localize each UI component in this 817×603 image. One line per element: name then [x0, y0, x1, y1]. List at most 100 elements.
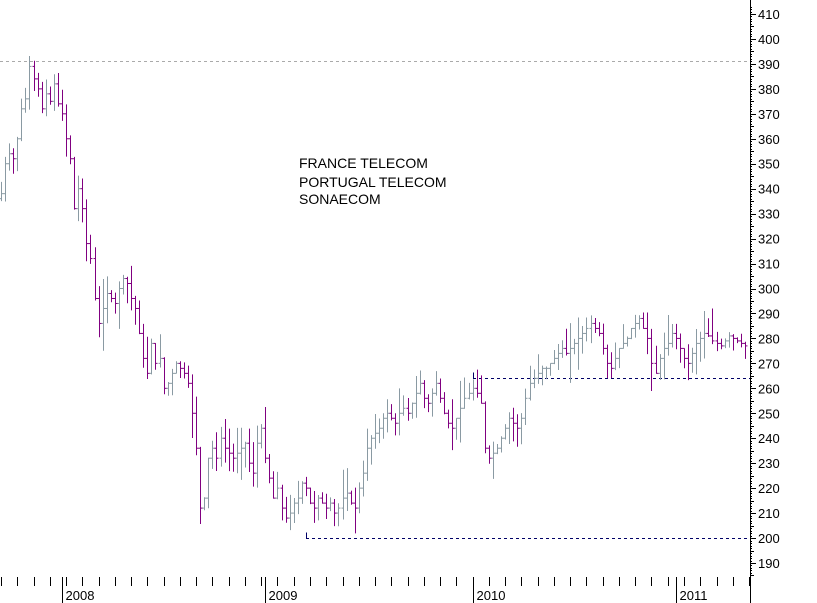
- y-tick-label: 380: [758, 82, 780, 97]
- price-bar: [422, 380, 427, 409]
- y-tick-label: 370: [758, 107, 780, 122]
- price-bar: [458, 380, 463, 443]
- price-bar: [471, 379, 476, 401]
- y-tick-label: 410: [758, 7, 780, 22]
- price-bar: [198, 446, 203, 525]
- price-bar: [731, 334, 736, 351]
- price-bar: [674, 323, 679, 350]
- x-axis: 2008 2009 2010 2011: [1, 577, 750, 603]
- y-axis: 190 200 210 220 230 240 250 260 270 280 290 300 310 3…: [750, 0, 780, 603]
- price-bar: [166, 381, 171, 396]
- price-bar: [48, 86, 53, 105]
- price-bar: [446, 409, 451, 429]
- x-year-label: 2011: [680, 588, 708, 603]
- price-bar: [544, 366, 549, 380]
- price-bar: [97, 286, 102, 338]
- price-bar: [101, 279, 106, 351]
- price-bar: [564, 328, 569, 356]
- price-bar: [568, 323, 573, 383]
- price-bar: [178, 361, 183, 379]
- price-bar: [194, 396, 199, 456]
- y-tick-label: 230: [758, 456, 780, 471]
- price-bar: [442, 392, 447, 415]
- price-bar: [450, 399, 455, 451]
- price-bar: [223, 419, 228, 463]
- price-bar: [637, 315, 642, 330]
- price-bar: [609, 352, 614, 379]
- price-bar: [158, 334, 163, 368]
- price-bar: [153, 342, 158, 370]
- price-bar: [80, 178, 85, 223]
- price-bar: [735, 337, 740, 344]
- price-bar: [584, 317, 589, 342]
- y-tick-label: 350: [758, 157, 780, 172]
- price-bar: [210, 440, 215, 469]
- price-bar: [690, 347, 695, 373]
- price-bar: [149, 338, 154, 375]
- price-bar: [292, 498, 297, 523]
- y-tick-label: 250: [758, 406, 780, 421]
- y-tick-label: 210: [758, 506, 780, 521]
- price-bar: [523, 388, 528, 426]
- price-bar: [296, 480, 301, 515]
- price-bar: [617, 347, 622, 369]
- price-bar: [105, 276, 110, 324]
- annotation-line-1: FRANCE TELECOM: [299, 155, 428, 171]
- price-bar: [499, 436, 504, 453]
- y-tick-label: 240: [758, 431, 780, 446]
- price-bar: [365, 428, 370, 481]
- price-bar: [11, 148, 16, 174]
- price-bar: [528, 365, 533, 401]
- price-bar: [511, 407, 516, 442]
- price-bar: [227, 428, 232, 472]
- price-bar: [239, 427, 244, 480]
- price-bar: [336, 503, 341, 527]
- price-bar: [64, 104, 69, 157]
- price-bar: [109, 290, 114, 303]
- price-bar: [654, 345, 659, 374]
- price-bar: [23, 87, 28, 113]
- price-bar: [190, 374, 195, 438]
- price-bar: [625, 336, 630, 347]
- price-bar: [27, 55, 32, 110]
- price-bar: [247, 428, 252, 472]
- price-bar: [40, 81, 45, 114]
- price-bar: [475, 369, 480, 398]
- price-bar: [410, 402, 415, 419]
- price-bar: [739, 333, 744, 348]
- price-bar: [686, 344, 691, 381]
- price-bar: [19, 98, 24, 142]
- price-bar: [727, 332, 732, 348]
- price-bar: [483, 401, 488, 454]
- price-bar: [519, 413, 524, 445]
- price-bar: [113, 292, 118, 314]
- price-bar: [251, 442, 256, 487]
- price-bar: [629, 327, 634, 340]
- price-bar: [243, 441, 248, 468]
- price-bar: [316, 494, 321, 521]
- price-bar: [743, 341, 748, 359]
- y-tick-label: 310: [758, 257, 780, 272]
- price-bar: [121, 274, 126, 295]
- price-bar: [507, 412, 512, 444]
- price-bar: [271, 471, 276, 499]
- price-bar: [552, 349, 557, 365]
- price-bar: [593, 318, 598, 334]
- price-bar: [401, 395, 406, 416]
- price-bar: [259, 424, 264, 449]
- price-bar: [32, 60, 37, 92]
- price-bar: [235, 427, 240, 474]
- price-bar: [369, 435, 374, 465]
- price-bar: [231, 443, 236, 472]
- price-bar: [129, 265, 134, 311]
- price-bar: [44, 79, 49, 117]
- price-bar: [666, 315, 671, 356]
- y-tick-label: 220: [758, 481, 780, 496]
- price-bar: [324, 493, 329, 520]
- price-bar: [133, 295, 138, 325]
- price-bar: [479, 375, 484, 404]
- price-bar: [393, 413, 398, 436]
- price-bar: [576, 317, 581, 370]
- price-bar: [682, 347, 687, 369]
- price-bar: [613, 342, 618, 371]
